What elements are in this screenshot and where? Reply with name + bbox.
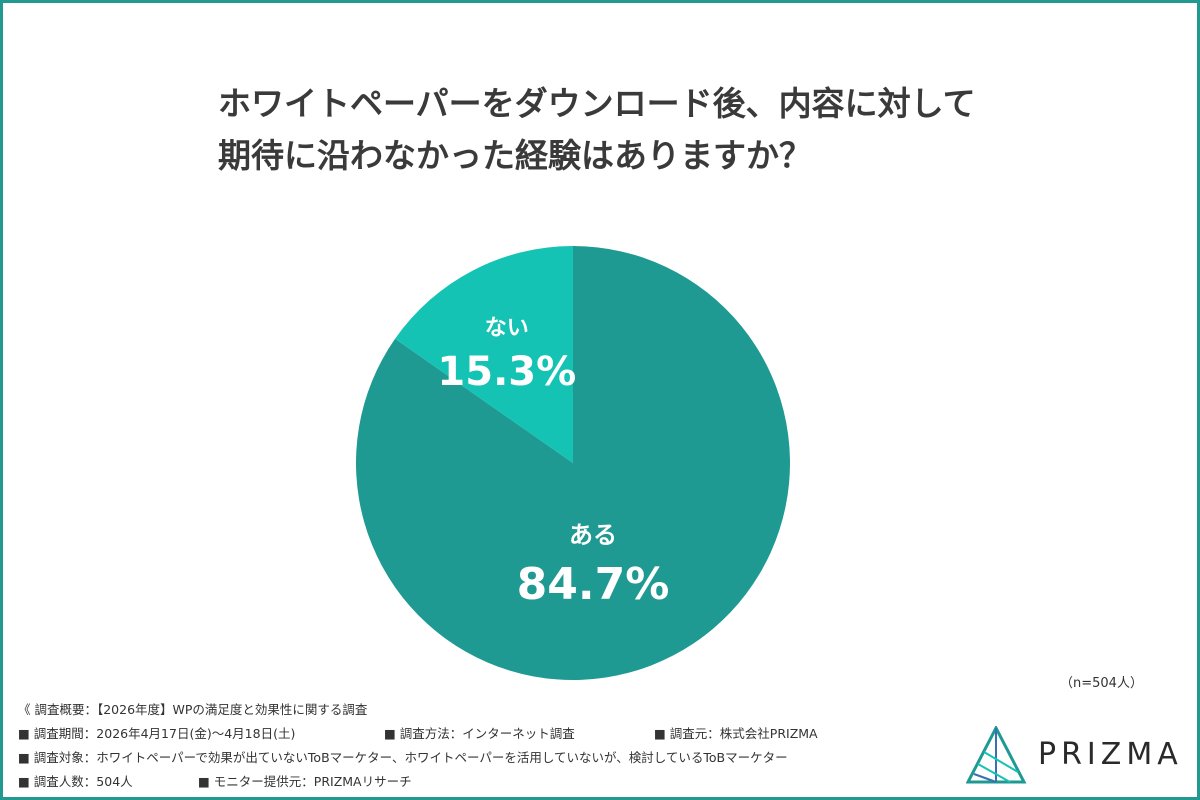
slice-label-1: ない xyxy=(485,316,529,341)
logo-text: PRIZMA xyxy=(1038,737,1183,772)
prizma-logo: PRIZMA xyxy=(965,724,1191,786)
chart-title: ホワイトペーパーをダウンロード後、内容に対して 期待に沿わなかった経験はあります… xyxy=(218,78,1118,182)
title-line-1: ホワイトペーパーをダウンロード後、内容に対して xyxy=(218,84,976,123)
survey-count: ■ 調査人数：504人 xyxy=(18,774,133,789)
survey-period: ■ 調査期間：2026年4月17日(金)～4月18日(土) xyxy=(18,726,296,741)
survey-monitor: ■ モニター提供元：PRIZMAリサーチ xyxy=(198,774,412,789)
survey-method: ■ 調査方法：インターネット調査 xyxy=(384,726,575,741)
sample-size: （n=504人） xyxy=(1060,676,1143,691)
slice-value-1: 15.3% xyxy=(437,349,576,395)
survey-overview: 《 調査概要：【2026年度】WPの満足度と効果性に関する調査 xyxy=(18,702,368,717)
prism-logo-icon xyxy=(965,724,1027,784)
slice-label-0: ある xyxy=(569,521,617,549)
survey-notes: 《 調査概要：【2026年度】WPの満足度と効果性に関する調査 ■ 調査期間：2… xyxy=(18,698,958,794)
pie-slice-1 xyxy=(395,246,573,463)
title-line-2: 期待に沿わなかった経験はありますか？ xyxy=(218,136,812,175)
survey-source: ■ 調査元：株式会社PRIZMA xyxy=(654,726,818,741)
survey-target: ■ 調査対象：ホワイトペーパーで効果が出ていないToBマーケター、ホワイトペーパ… xyxy=(18,750,788,765)
slice-value-0: 84.7% xyxy=(517,559,670,610)
